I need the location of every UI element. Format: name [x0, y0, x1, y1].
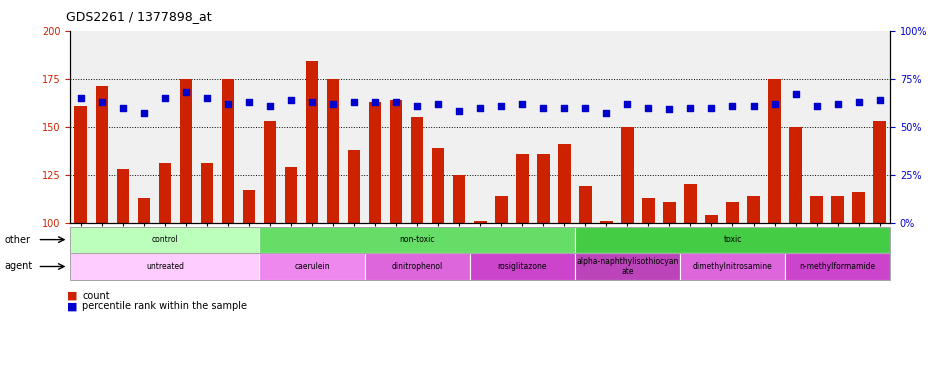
Bar	[327, 79, 339, 223]
Text: toxic: toxic	[723, 235, 741, 244]
Bar	[830, 196, 843, 223]
Text: control: control	[152, 235, 178, 244]
Point	[850, 99, 865, 105]
Point	[640, 104, 655, 111]
Point	[367, 99, 382, 105]
Bar	[180, 79, 192, 223]
Point	[73, 95, 88, 101]
Point	[724, 103, 739, 109]
Point	[220, 101, 235, 107]
Bar	[494, 196, 507, 223]
Point	[493, 103, 508, 109]
Bar	[347, 150, 360, 223]
Point	[178, 89, 193, 95]
Point	[451, 108, 466, 114]
Bar	[74, 106, 87, 223]
Point	[95, 99, 110, 105]
Bar	[810, 196, 822, 223]
Text: ■: ■	[67, 301, 78, 311]
Bar	[431, 148, 444, 223]
Text: count: count	[82, 291, 110, 301]
Bar	[578, 186, 591, 223]
Point	[556, 104, 571, 111]
Point	[745, 103, 760, 109]
Point	[682, 104, 697, 111]
Bar	[683, 184, 696, 223]
Point	[346, 99, 361, 105]
Bar	[536, 154, 549, 223]
Bar	[158, 163, 171, 223]
Point	[388, 99, 403, 105]
Point	[535, 104, 550, 111]
Point	[598, 110, 613, 116]
Bar	[452, 175, 465, 223]
Point	[787, 91, 802, 97]
Point	[431, 101, 446, 107]
Point	[578, 104, 592, 111]
Bar	[222, 79, 234, 223]
Text: dinitrophenol: dinitrophenol	[391, 262, 443, 271]
Point	[767, 101, 782, 107]
Bar	[599, 221, 612, 223]
Point	[661, 106, 676, 113]
Bar	[641, 198, 654, 223]
Text: non-toxic: non-toxic	[399, 235, 434, 244]
Text: agent: agent	[5, 262, 33, 271]
Text: dimethylnitrosamine: dimethylnitrosamine	[692, 262, 771, 271]
Point	[241, 99, 256, 105]
Point	[472, 104, 487, 111]
Bar	[200, 163, 213, 223]
Point	[829, 101, 844, 107]
Bar	[474, 221, 486, 223]
Bar	[263, 121, 276, 223]
Bar	[621, 127, 633, 223]
Bar	[852, 192, 864, 223]
Bar	[95, 86, 108, 223]
Bar	[242, 190, 255, 223]
Bar	[725, 202, 738, 223]
Point	[262, 103, 277, 109]
Point	[115, 104, 130, 111]
Bar	[872, 121, 885, 223]
Point	[304, 99, 319, 105]
Bar	[369, 102, 381, 223]
Bar	[285, 167, 297, 223]
Text: n-methylformamide: n-methylformamide	[798, 262, 875, 271]
Point	[871, 97, 886, 103]
Point	[137, 110, 152, 116]
Text: ■: ■	[67, 291, 78, 301]
Text: other: other	[5, 235, 31, 245]
Bar	[116, 169, 129, 223]
Point	[325, 101, 340, 107]
Point	[284, 97, 299, 103]
Point	[514, 101, 529, 107]
Bar	[746, 196, 759, 223]
Bar	[788, 127, 801, 223]
Text: caerulein: caerulein	[294, 262, 329, 271]
Text: GDS2261 / 1377898_at: GDS2261 / 1377898_at	[66, 10, 211, 23]
Bar	[768, 79, 780, 223]
Point	[703, 104, 718, 111]
Bar	[138, 198, 150, 223]
Text: percentile rank within the sample: percentile rank within the sample	[82, 301, 247, 311]
Point	[157, 95, 172, 101]
Text: rosiglitazone: rosiglitazone	[497, 262, 547, 271]
Bar	[389, 100, 402, 223]
Bar	[663, 202, 675, 223]
Point	[199, 95, 214, 101]
Point	[808, 103, 823, 109]
Bar	[705, 215, 717, 223]
Bar	[305, 61, 318, 223]
Bar	[558, 144, 570, 223]
Bar	[516, 154, 528, 223]
Text: untreated: untreated	[146, 262, 183, 271]
Point	[409, 103, 424, 109]
Point	[620, 101, 635, 107]
Text: alpha-naphthylisothiocyan
ate: alpha-naphthylisothiocyan ate	[576, 257, 678, 276]
Bar	[410, 117, 423, 223]
